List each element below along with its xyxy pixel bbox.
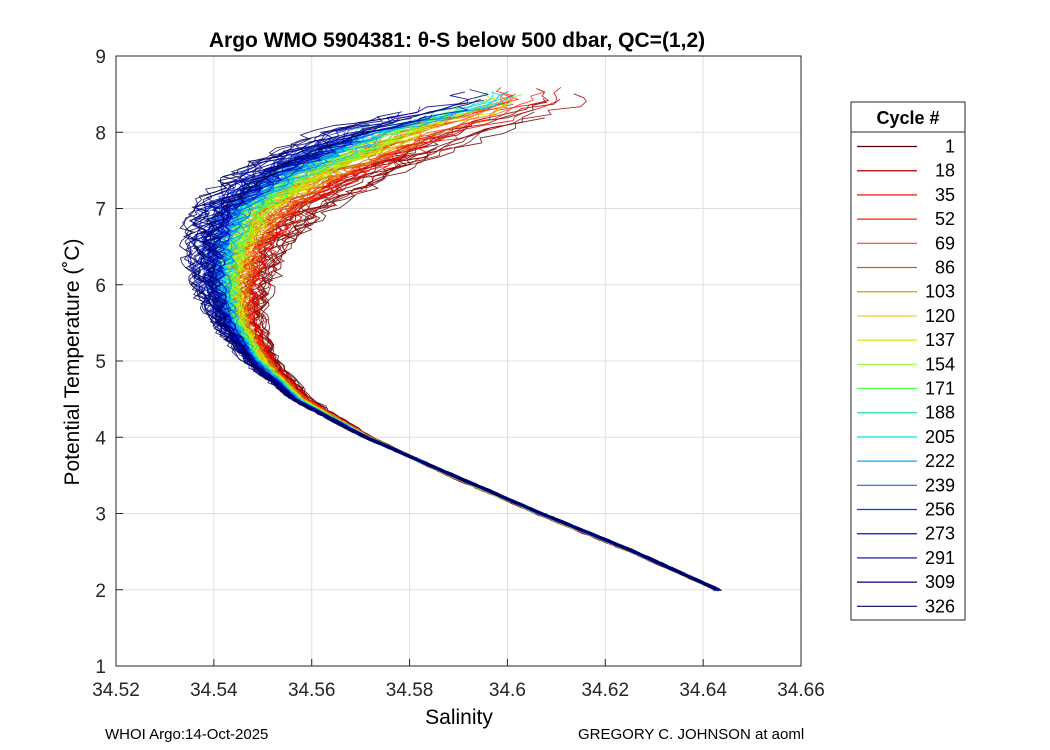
legend-entry-label: 35 bbox=[935, 185, 955, 205]
legend-entry-label: 1 bbox=[945, 137, 955, 157]
profile-trace bbox=[200, 89, 717, 590]
x-tick-label: 34.66 bbox=[777, 680, 825, 701]
legend-entry-label: 326 bbox=[925, 596, 955, 616]
x-tick-label: 34.6 bbox=[489, 680, 526, 701]
legend-entry-label: 239 bbox=[925, 475, 955, 495]
legend-entry-label: 205 bbox=[925, 427, 955, 447]
legend-entry-label: 18 bbox=[935, 161, 955, 181]
x-tick-label: 34.56 bbox=[288, 680, 336, 701]
profile-trace bbox=[253, 147, 720, 590]
profile-trace bbox=[228, 155, 716, 592]
profile-trace bbox=[194, 91, 720, 590]
x-tick-label: 34.52 bbox=[92, 680, 140, 701]
profile-trace bbox=[256, 154, 718, 592]
x-tick-label: 34.64 bbox=[679, 680, 727, 701]
x-tick-label: 34.58 bbox=[386, 680, 434, 701]
x-axis-ticks: 34.52 34.54 34.56 34.58 34.6 34.62 34.64 34.66 bbox=[92, 659, 825, 701]
profile-trace bbox=[226, 155, 710, 588]
chart-title: Argo WMO 5904381: θ-S below 500 dbar, QC… bbox=[209, 29, 705, 52]
legend-entry-label: 154 bbox=[925, 354, 955, 374]
legend-title: Cycle # bbox=[876, 108, 939, 128]
y-tick-label: 5 bbox=[95, 352, 106, 373]
y-tick-label: 9 bbox=[95, 47, 106, 68]
y-tick-label: 4 bbox=[95, 428, 106, 449]
legend-entry-label: 69 bbox=[935, 233, 955, 253]
profile-trace bbox=[198, 98, 715, 591]
x-tick-label: 34.62 bbox=[582, 680, 630, 701]
x-axis-label: Salinity bbox=[425, 706, 493, 729]
legend-entry-label: 137 bbox=[925, 330, 955, 350]
legend-entry-label: 103 bbox=[925, 282, 955, 302]
legend-entry-label: 86 bbox=[935, 258, 955, 278]
y-tick-label: 3 bbox=[95, 505, 106, 526]
legend-entry-label: 222 bbox=[925, 451, 955, 471]
legend-entry-label: 256 bbox=[925, 500, 955, 520]
legend-entry-label: 188 bbox=[925, 403, 955, 423]
legend-entry-label: 273 bbox=[925, 524, 955, 544]
profile-trace bbox=[224, 153, 715, 589]
legend-entry-label: 120 bbox=[925, 306, 955, 326]
y-tick-label: 8 bbox=[95, 123, 106, 144]
y-tick-label: 1 bbox=[95, 657, 106, 678]
y-axis-ticks: 1 2 3 4 5 6 7 8 9 bbox=[95, 47, 123, 678]
profile-trace bbox=[248, 133, 722, 591]
profile-trace bbox=[182, 116, 719, 592]
profile-trace bbox=[179, 137, 717, 588]
y-axis-label: Potential Temperature (˚C) bbox=[61, 238, 84, 485]
footer-author-note: GREGORY C. JOHNSON at aoml bbox=[578, 726, 805, 743]
y-tick-label: 6 bbox=[95, 276, 106, 297]
profile-trace bbox=[243, 136, 713, 589]
legend-entry-label: 171 bbox=[925, 379, 955, 399]
legend-entry-label: 309 bbox=[925, 572, 955, 592]
x-tick-label: 34.54 bbox=[190, 680, 238, 701]
profile-trace bbox=[227, 143, 715, 589]
profile-trace bbox=[217, 155, 714, 590]
profile-trace bbox=[216, 113, 722, 591]
profile-traces bbox=[178, 86, 722, 592]
y-tick-label: 7 bbox=[95, 200, 106, 221]
footer-date-note: WHOI Argo:14-Oct-2025 bbox=[105, 726, 269, 743]
y-tick-label: 2 bbox=[95, 581, 106, 602]
profile-trace bbox=[203, 139, 721, 591]
profile-trace bbox=[226, 142, 718, 592]
profile-trace bbox=[246, 154, 717, 590]
legend-entry-label: 291 bbox=[925, 548, 955, 568]
legend-entry-label: 52 bbox=[935, 209, 955, 229]
profile-trace bbox=[251, 148, 714, 588]
legend: Cycle # 1 18 35 52 69 86 103 120 137 154 171 188 205 2… bbox=[850, 101, 966, 621]
